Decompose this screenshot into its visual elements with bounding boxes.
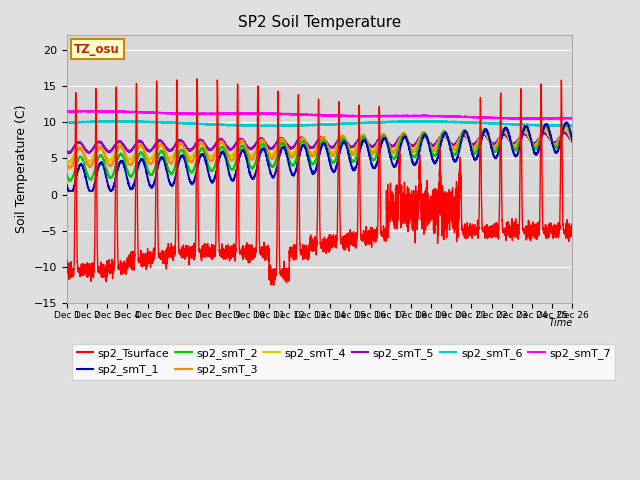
- Text: Time: Time: [548, 318, 573, 328]
- Title: SP2 Soil Temperature: SP2 Soil Temperature: [238, 15, 401, 30]
- Y-axis label: Soil Temperature (C): Soil Temperature (C): [15, 105, 28, 233]
- Legend: sp2_Tsurface, sp2_smT_1, sp2_smT_2, sp2_smT_3, sp2_smT_4, sp2_smT_5, sp2_smT_6, : sp2_Tsurface, sp2_smT_1, sp2_smT_2, sp2_…: [72, 344, 615, 380]
- Text: TZ_osu: TZ_osu: [74, 43, 120, 56]
